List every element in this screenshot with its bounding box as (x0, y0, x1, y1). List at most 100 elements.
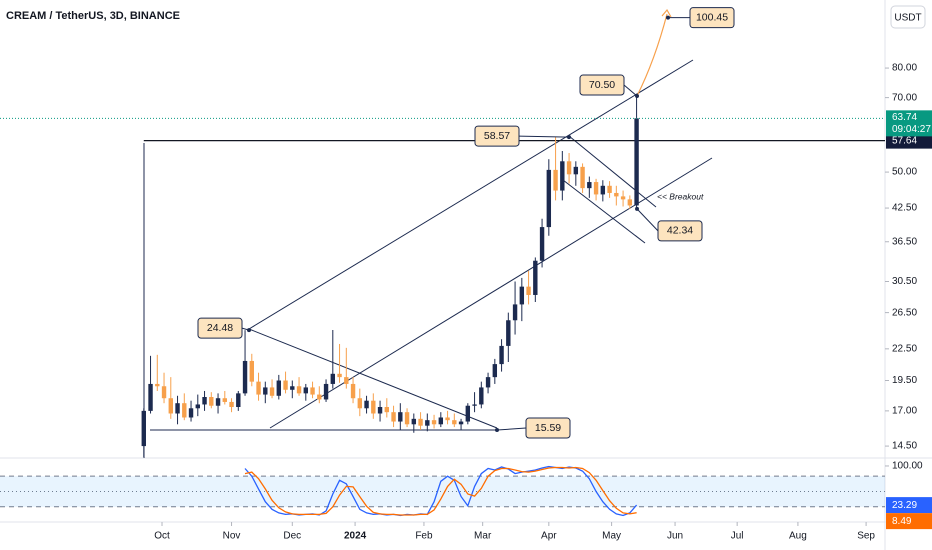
x-tick-label: Mar (474, 531, 492, 542)
candle-body (539, 227, 545, 261)
candle-body (310, 387, 315, 395)
candle-body (458, 421, 464, 425)
candle-body (229, 401, 234, 408)
annotation-point (635, 206, 639, 211)
candle-body (155, 383, 160, 387)
candle-body (452, 420, 457, 425)
x-tick-label: Feb (415, 531, 433, 542)
candle-body (580, 166, 585, 189)
candle-body (546, 169, 552, 228)
annotation-box (657, 220, 703, 242)
annotation-point (247, 328, 251, 333)
annotation-box (197, 317, 243, 339)
y-tick-label: 36.50 (892, 236, 917, 247)
annotation-connector (623, 84, 638, 97)
last-value-label: 8.49 (892, 516, 912, 527)
annotation-label: 42.34 (667, 225, 693, 237)
candle-body (276, 380, 281, 396)
level-label: 57.64 (892, 135, 917, 146)
annotation-note: << Breakout (657, 191, 704, 201)
candle-body (161, 386, 167, 399)
annotation-box (474, 125, 520, 147)
candle-body (600, 185, 606, 195)
candle-body (566, 161, 572, 175)
candle-body (202, 396, 207, 405)
candle-body (634, 118, 639, 206)
trend-line (248, 328, 498, 429)
candle-body (485, 377, 491, 388)
candle-body (209, 396, 214, 406)
candle-body (242, 360, 248, 394)
annotation-label: 70.50 (589, 79, 615, 91)
candle-body (587, 182, 592, 189)
candle-body (418, 418, 423, 426)
annotation-box (579, 74, 625, 96)
candle-body (506, 320, 511, 346)
candle-body (141, 410, 146, 447)
candle-body (614, 192, 619, 197)
annotation-point (666, 15, 670, 20)
axis-unit: USDT (894, 13, 921, 24)
candle-body (472, 404, 477, 406)
candle-body (168, 398, 173, 414)
annotation-label: 15.59 (535, 422, 561, 434)
candle-body (512, 304, 518, 321)
candle-body (553, 169, 558, 191)
candle-body (195, 404, 200, 409)
candle-body (364, 400, 369, 409)
wedge-upper (568, 135, 657, 208)
stoch-line (244, 466, 637, 516)
annotation-box (689, 7, 735, 29)
candle-body (425, 420, 430, 426)
y-tick-label: 50.00 (892, 167, 917, 178)
candle-body (627, 199, 633, 206)
channel-upper (248, 59, 694, 330)
unit-box (890, 5, 926, 29)
candle-body (391, 412, 396, 422)
last-price-label: 63.74 (892, 112, 917, 123)
candle-body (344, 377, 349, 384)
x-tick-label: Dec (283, 531, 301, 542)
y-tick-label: 100.00 (892, 461, 923, 472)
candle-body (330, 373, 336, 384)
candle-body (479, 387, 484, 405)
candle-body (533, 260, 538, 295)
candle-body (222, 398, 227, 402)
candle-body (593, 182, 599, 195)
candle-body (175, 403, 180, 414)
last-value-label: 23.29 (892, 500, 917, 511)
annotation-label: 58.57 (484, 130, 510, 142)
arrow-head (661, 8, 672, 18)
projection-arrow (636, 13, 668, 97)
annotation-connector (518, 135, 570, 138)
candle-body (188, 408, 194, 418)
candle-body (182, 403, 187, 418)
candle-body (371, 400, 376, 414)
candle-body (499, 345, 504, 365)
candle-body (263, 387, 268, 395)
y-tick-label: 30.50 (892, 276, 917, 287)
x-tick-label: Aug (789, 531, 807, 542)
candle-body (236, 393, 241, 408)
x-tick-label: Apr (541, 531, 557, 542)
annotation-label: 24.48 (207, 322, 233, 334)
x-tick-label: Sep (857, 531, 875, 542)
y-tick-label: 42.50 (892, 203, 917, 214)
last-value-box (886, 497, 932, 514)
candle-body (249, 360, 254, 382)
candle-body (256, 381, 261, 395)
annotation-connector (496, 427, 527, 431)
x-tick-label: Jul (731, 531, 744, 542)
band-fill (0, 476, 885, 507)
x-tick-label: Oct (154, 531, 170, 542)
annotation-connector (636, 208, 659, 232)
chart-title: CREAM / TetherUS, 3D, BINANCE (6, 10, 180, 22)
candle-body (526, 286, 531, 295)
x-tick-label: 2024 (344, 531, 367, 542)
y-tick-label: 70.00 (892, 92, 917, 103)
candle-body (290, 386, 295, 390)
candle-body (465, 405, 471, 422)
annotation-point (495, 428, 499, 433)
